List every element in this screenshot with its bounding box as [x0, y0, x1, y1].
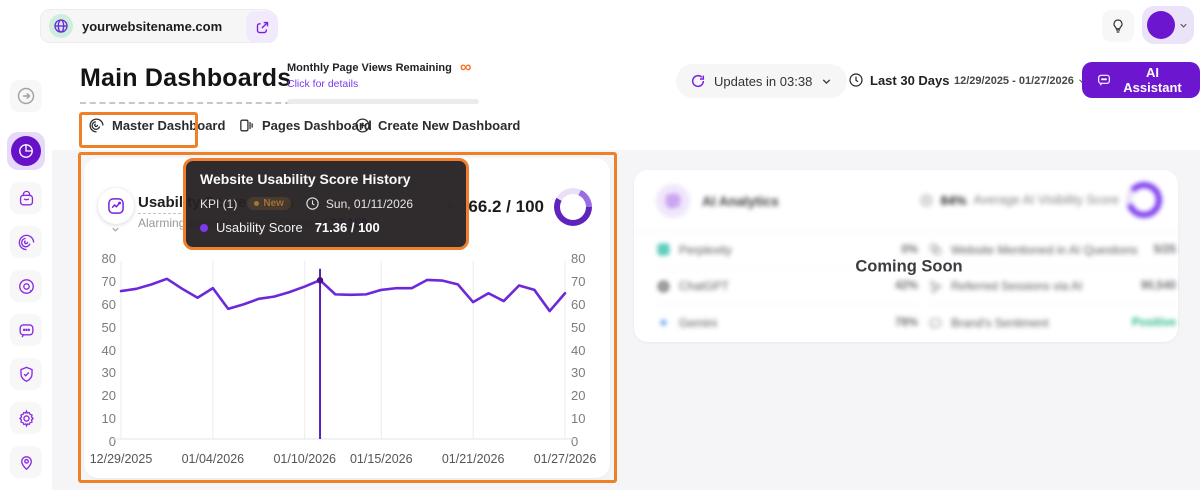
- infinity-quota: ∞: [460, 59, 472, 76]
- chart-tooltip: Website Usability Score History KPI (1) …: [183, 158, 469, 250]
- shield-check-icon: [17, 365, 36, 384]
- site-switcher[interactable]: yourwebsitename.com: [40, 9, 276, 43]
- sidebar-item-feedback[interactable]: [10, 314, 42, 346]
- y-axis-right: 80 70 60 50 40 30 20 10 0: [571, 251, 586, 449]
- question-chat-icon: [928, 242, 943, 257]
- clock-icon: [848, 72, 864, 88]
- sidebar-item-store[interactable]: [10, 182, 42, 214]
- target-icon: [919, 193, 934, 208]
- lens-circle-icon: [17, 277, 36, 296]
- sidebar-collapse-toggle[interactable]: [10, 80, 42, 112]
- date-range-value: 12/29/2025 - 01/27/2026: [954, 75, 1074, 87]
- chat-icon: [1096, 72, 1112, 88]
- tab-create-new-dashboard[interactable]: Create New Dashboard: [354, 117, 520, 134]
- topbar: yourwebsitename.com: [0, 0, 1200, 50]
- ai-row-perplexity: Perplexity 0%: [656, 232, 918, 269]
- updates-countdown[interactable]: Updates in 03:38: [676, 64, 848, 98]
- tab-pages-dashboard[interactable]: Pages Dashboard: [238, 117, 372, 134]
- usability-chart-area: 80 70 60 50 40 30 20 10 0 80 70 60 50 40 30 20 10 0 12/2…: [84, 251, 610, 478]
- sidebar-item-master-dashboard[interactable]: [10, 226, 42, 258]
- page-views-progressbar: [287, 99, 479, 104]
- usability-score-value: 66.2 / 100: [468, 197, 544, 216]
- external-link-icon: [255, 20, 270, 35]
- speech-bubble-icon: [928, 316, 943, 331]
- chevron-down-icon: [1178, 20, 1189, 31]
- pie-chart-icon: [11, 136, 41, 166]
- tab-label: Create New Dashboard: [378, 118, 521, 133]
- ai-row-gemini: Gemini 78%: [656, 305, 918, 342]
- tab-label: Pages Dashboard: [262, 118, 372, 133]
- account-menu[interactable]: [1142, 6, 1194, 44]
- ai-row-chatgpt: ChatGPT 42%: [656, 269, 918, 306]
- chatgpt-icon: [656, 279, 671, 294]
- avg-visibility-label: Average AI Visibility Score: [973, 193, 1119, 207]
- dashboard-tabs: Master Dashboard Pages Dashboard Create …: [52, 110, 1200, 150]
- updates-label: Updates in 03:38: [714, 73, 813, 89]
- refresh-icon: [690, 73, 706, 89]
- monthly-page-views-label: Monthly Page Views Remaining: [287, 62, 452, 74]
- ai-row-referred-sessions: Referred Sessions via AI 90,540: [928, 269, 1176, 306]
- usability-chart[interactable]: [84, 253, 610, 449]
- sidebar-item-dashboards[interactable]: [7, 132, 45, 170]
- page-title: Main Dashboards: [80, 64, 292, 104]
- tooltip-kpi: KPI (1): [200, 196, 238, 211]
- chat-dots-icon: [17, 321, 36, 340]
- tab-master-dashboard[interactable]: Master Dashboard: [88, 117, 225, 134]
- site-name: yourwebsitename.com: [82, 18, 223, 34]
- lightbulb-icon: [1110, 18, 1126, 34]
- sidebar-item-location[interactable]: [10, 446, 42, 478]
- perplexity-icon: [656, 242, 671, 257]
- usability-score-donut: [554, 188, 592, 226]
- open-site-button[interactable]: [246, 11, 278, 43]
- ai-card-blurred-content: AI Analytics 84% Average AI Visibility S…: [634, 170, 1178, 342]
- plus-circle-icon: [354, 117, 371, 134]
- last-30-days-label: Last 30 Days: [870, 72, 950, 88]
- date-range-picker[interactable]: 12/29/2025 - 01/27/2026: [954, 75, 1087, 87]
- series-color-dot: [200, 223, 208, 232]
- tooltip-series-name: Usability Score: [216, 220, 303, 235]
- clock-icon: [306, 197, 319, 210]
- map-pin-icon: [17, 453, 36, 472]
- chart-x-labels: 12/29/2025 01/04/2026 01/10/2026 01/15/2026…: [89, 452, 597, 466]
- sidebar: [0, 50, 52, 490]
- network-icon: [928, 279, 943, 294]
- activity-chart-icon: [98, 188, 134, 224]
- avatar: [1147, 11, 1175, 39]
- ai-analytics-title: AI Analytics: [702, 194, 779, 209]
- sidebar-item-settings[interactable]: [10, 402, 42, 434]
- sidebar-item-security[interactable]: [10, 358, 42, 390]
- ai-grid-icon: [656, 184, 690, 218]
- y-axis-left: 80 70 60 50 40 30 20 10 0: [101, 251, 116, 449]
- tab-label: Master Dashboard: [112, 118, 226, 133]
- gear-icon: [17, 409, 36, 428]
- last-30-days: Last 30 Days: [848, 72, 950, 88]
- ai-row-sentiment: Brand's Sentiment Positive: [928, 305, 1176, 342]
- spiral-icon: [17, 233, 36, 252]
- ai-assistant-button[interactable]: AI Assistant: [1082, 62, 1200, 98]
- chevron-down-icon[interactable]: [110, 224, 121, 235]
- tooltip-title: Website Usability Score History: [200, 171, 411, 187]
- gemini-icon: [656, 316, 671, 331]
- ai-analytics-card: AI Analytics 84% Average AI Visibility S…: [634, 170, 1178, 342]
- ai-row-mentions: Website Mentioned in AI Questions 5/25: [928, 232, 1176, 269]
- globe-icon: [49, 14, 73, 38]
- bag-icon: [17, 189, 36, 208]
- new-badge-ghost: New: [247, 197, 291, 210]
- ai-visibility-donut: [1126, 182, 1162, 218]
- coming-soon-label: Coming Soon: [855, 257, 963, 276]
- spiral-icon: [88, 117, 105, 134]
- sidebar-item-recordings[interactable]: [10, 270, 42, 302]
- tooltip-series-value: 71.36 / 100: [314, 220, 380, 235]
- pages-icon: [238, 117, 255, 134]
- chevron-down-icon: [820, 75, 833, 88]
- tooltip-date: Sun, 01/11/2026: [305, 196, 413, 211]
- ai-assistant-label: AI Assistant: [1123, 65, 1182, 95]
- monthly-page-views: Monthly Page Views Remaining Click for d…: [287, 62, 487, 104]
- avg-visibility-value: 84%: [940, 192, 967, 208]
- arrow-circle-icon: [16, 86, 36, 106]
- click-for-details-link[interactable]: Click for details: [287, 78, 359, 90]
- tips-button[interactable]: [1102, 10, 1134, 42]
